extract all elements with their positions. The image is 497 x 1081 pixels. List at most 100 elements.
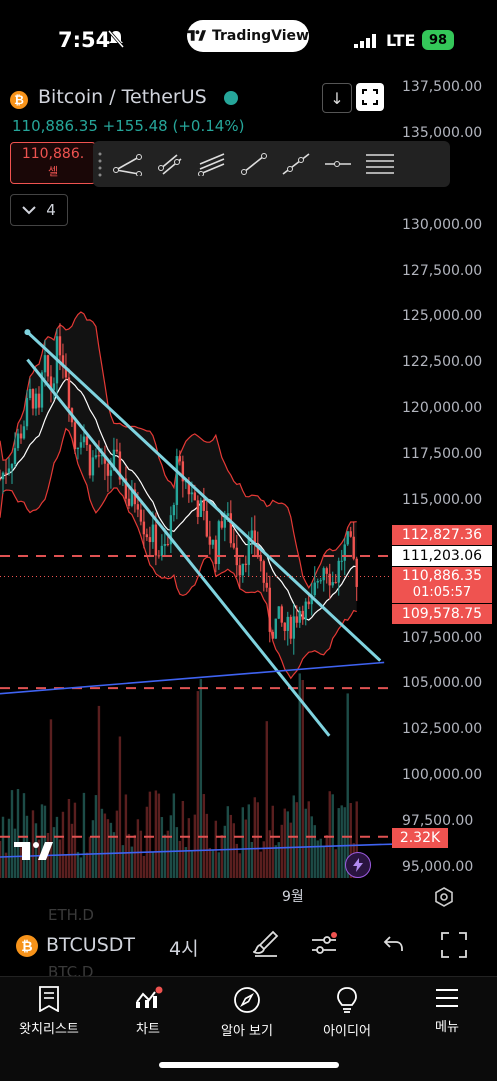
volume-bar [307,801,310,878]
y-tick-label: 117,500.00 [402,446,483,463]
candle-body [304,601,307,620]
last-price-badge: 110,886.35 [401,568,483,584]
volume-bar [64,855,68,878]
trend-line-tool[interactable] [233,141,275,187]
interval-selector[interactable]: 4시 [169,938,199,960]
candle-body [349,531,352,537]
candle-body [244,563,248,565]
bell-muted-icon [107,30,125,52]
x-axis-label: 9월 [282,889,304,905]
candle-body [139,509,143,522]
y-tick-label: 115,000.00 [402,491,483,508]
candle-body [256,544,259,556]
volume-bar [340,805,343,878]
tradingview-logo-icon [187,30,206,41]
drag-handle-icon[interactable] [93,141,107,187]
candle-body [103,454,107,464]
volume-bar [85,852,89,878]
expand-button[interactable] [441,932,467,962]
price-chart[interactable] [0,0,497,900]
lightning-icon[interactable] [345,852,371,878]
y-tick-label: 127,500.00 [402,262,483,279]
candle-body [7,468,11,474]
chart-settings-icon[interactable] [434,887,454,911]
bar-countdown: 01:05:57 [412,585,472,600]
candle-body [169,515,173,545]
trend-angle-tool[interactable] [107,141,149,187]
home-indicator [159,1062,339,1068]
volume-bar [196,691,200,878]
volume-bar [133,834,137,878]
drawing-toolbar [93,141,450,187]
volume-bar [67,798,71,878]
candle-body [331,582,334,586]
tradingview-pill[interactable]: TradingView [187,20,309,52]
volume-bar [130,846,134,878]
pitchfork-tool[interactable] [191,141,233,187]
candle-body [82,436,86,443]
parallel-channel-tool[interactable] [149,141,191,187]
volume-bar [0,840,2,878]
candle-body [43,355,47,373]
candle-body [58,336,62,356]
candle-body [295,616,298,623]
indicators-button[interactable] [310,932,340,962]
candle-body [238,565,242,576]
horizontal-ray-tool[interactable] [317,141,359,187]
download-button[interactable]: ↓ [322,83,352,113]
candle-body [19,433,23,439]
chevron-down-icon [22,205,36,214]
fib-retracement-tool[interactable] [359,141,401,187]
candle-body [334,582,337,584]
indicators-collapse-button[interactable]: 4 [10,194,68,226]
candle-body [1,472,5,480]
arrow-down-icon: ↓ [330,88,344,108]
volume-bar [172,793,176,878]
last-price-box: 110,886.35 01:05:57 [392,567,492,603]
y-tick-label: 125,000.00 [402,308,483,325]
candle-body [220,521,224,528]
tab-chart[interactable]: 차트 [103,986,193,1037]
bitcoin-logo-icon: ₿ [10,91,28,109]
candle-body [133,489,137,505]
volume-bar [325,835,328,878]
candle-body [148,537,152,543]
volume-bar [229,814,233,878]
volume-bar [121,845,125,878]
volume-bar [298,673,301,878]
volume-bar [349,802,352,878]
candle-body [28,389,32,399]
candle-body [355,558,358,587]
volume-bar [112,832,116,878]
candle-body [52,383,56,391]
sell-button[interactable]: 110,886. 셀 [10,142,96,184]
ray-tool[interactable] [275,141,317,187]
volume-bar [154,790,158,878]
undo-button[interactable] [382,934,404,958]
volume-bar [151,851,155,878]
volume-bar [211,849,215,878]
volume-bar [322,845,325,878]
upper-band-badge: 112,827.36 [392,525,492,545]
volume-bar [55,816,59,878]
y-tick-label: 122,500.00 [402,354,483,371]
drawing-tool-button[interactable] [251,930,279,962]
tab-label: 차트 [136,1022,160,1037]
candle-body [181,461,185,482]
candle-body [175,456,179,505]
tab-watchlist[interactable]: 왓치리스트 [4,986,94,1037]
fullscreen-button[interactable] [356,83,384,111]
tab-ideas[interactable]: 아이디어 [302,986,392,1039]
tab-explore[interactable]: 알아 보기 [202,986,292,1039]
tab-menu[interactable]: 메뉴 [402,986,492,1035]
candle-body [124,478,128,499]
volume-bar [76,851,80,878]
volume-bar [61,811,65,878]
volume-bar [31,810,35,878]
volume-bar [190,851,194,878]
volume-bar [256,802,259,878]
symbol-title[interactable]: Bitcoin / TetherUS [38,86,207,108]
symbol-selector[interactable]: BTCUSDT [46,934,135,956]
tab-label: 아이디어 [323,1024,371,1039]
volume-bar [34,823,38,878]
